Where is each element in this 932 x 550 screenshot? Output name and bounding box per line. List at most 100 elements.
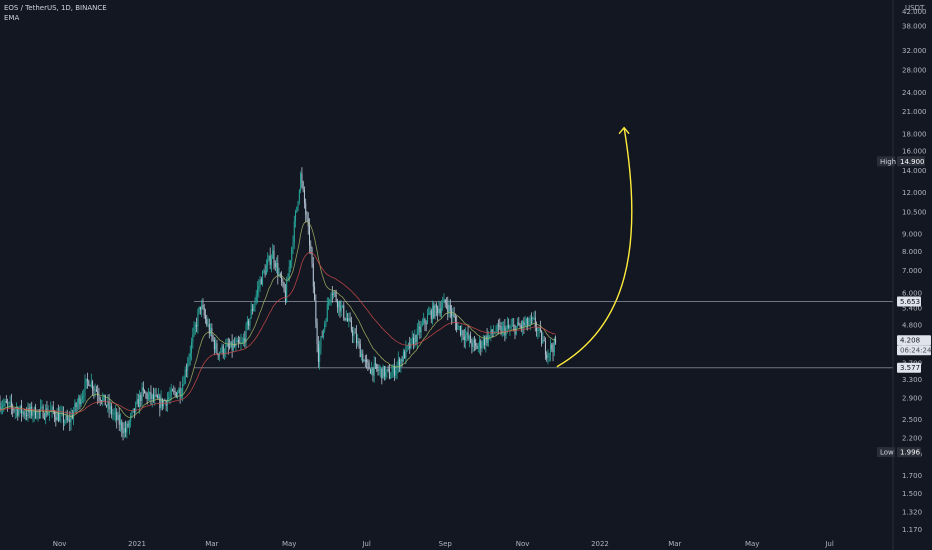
candle-body bbox=[22, 411, 24, 414]
candle-body bbox=[513, 325, 515, 326]
ema-long-line bbox=[0, 251, 556, 415]
candle-body bbox=[348, 318, 350, 321]
candle-body bbox=[236, 340, 238, 343]
candle-body bbox=[183, 383, 185, 385]
candle-body bbox=[270, 258, 272, 265]
price-tick-label: 8.000 bbox=[902, 248, 922, 256]
candle-body bbox=[177, 393, 179, 398]
candle-body bbox=[75, 403, 77, 407]
candle-body bbox=[130, 415, 132, 422]
candle-body bbox=[300, 173, 302, 191]
candle-body bbox=[220, 351, 222, 353]
high-label-bg bbox=[877, 156, 895, 167]
candle-body bbox=[17, 408, 19, 416]
candle-body bbox=[283, 282, 285, 292]
ema-short-line bbox=[0, 221, 556, 418]
candle-body bbox=[405, 346, 407, 359]
price-tick-label: 7.000 bbox=[902, 267, 922, 275]
candle-body bbox=[274, 262, 276, 268]
candle-body bbox=[411, 337, 413, 339]
candle-body bbox=[454, 316, 456, 322]
candle-body bbox=[494, 332, 496, 334]
price-tick-label: 42.000 bbox=[902, 8, 927, 16]
candle-body bbox=[45, 408, 47, 419]
candle-body bbox=[217, 353, 219, 356]
candle-body bbox=[349, 318, 351, 321]
candle-body bbox=[530, 318, 532, 320]
candle-body bbox=[136, 399, 138, 403]
candle-body bbox=[312, 263, 314, 287]
candle-body bbox=[338, 301, 340, 308]
candle-body bbox=[452, 314, 454, 317]
candle-body bbox=[426, 315, 428, 324]
candle-body bbox=[543, 340, 545, 342]
candle-body bbox=[27, 407, 29, 417]
candle-body bbox=[279, 273, 281, 275]
candle-body bbox=[262, 271, 264, 285]
candle-body bbox=[26, 414, 28, 417]
candle-body bbox=[362, 353, 364, 362]
candle-body bbox=[326, 304, 328, 322]
candle-body bbox=[329, 299, 331, 303]
time-tick-label: Sep bbox=[439, 540, 453, 548]
candle-body bbox=[373, 363, 375, 376]
candle-body bbox=[264, 270, 266, 275]
candle-body bbox=[152, 394, 154, 400]
arrow-curve bbox=[556, 127, 633, 368]
candle-body bbox=[221, 345, 223, 352]
candle-body bbox=[24, 414, 26, 416]
candle-body bbox=[185, 369, 187, 371]
candle-body bbox=[423, 318, 425, 324]
price-axis[interactable]: 1.1701.3201.5001.7001.9602.2002.5002.900… bbox=[902, 8, 927, 534]
candle-body bbox=[179, 388, 181, 396]
candle-body bbox=[241, 342, 243, 343]
candle-body bbox=[107, 401, 109, 406]
candle-body bbox=[439, 308, 441, 314]
level-badge-text: 3.577 bbox=[900, 364, 920, 372]
current-price-badge-text: 4.208 bbox=[900, 337, 920, 345]
candle-body bbox=[352, 330, 354, 336]
candle-body bbox=[123, 428, 125, 434]
candle-body bbox=[461, 330, 463, 336]
candle-body bbox=[42, 406, 44, 419]
candle-body bbox=[492, 333, 494, 334]
low-value-badge-bg bbox=[897, 447, 921, 458]
candle-body bbox=[306, 214, 308, 219]
candle-body bbox=[380, 368, 382, 370]
candle-body bbox=[197, 312, 199, 327]
candle-body bbox=[150, 391, 152, 400]
candle-body bbox=[131, 411, 133, 416]
candle-body bbox=[203, 307, 205, 316]
symbol-title[interactable]: EOS / TetherUS, 1D, BINANCE bbox=[4, 4, 107, 12]
candle-body bbox=[527, 318, 529, 326]
candle-body bbox=[97, 391, 99, 396]
candle-body bbox=[339, 301, 341, 312]
candle-body bbox=[517, 322, 519, 327]
candle-body bbox=[117, 414, 119, 420]
candle-body bbox=[225, 345, 227, 354]
candle-body bbox=[504, 326, 506, 336]
candle-body bbox=[286, 281, 288, 302]
candle-body bbox=[62, 412, 64, 423]
candle-body bbox=[159, 396, 161, 409]
candle-body bbox=[529, 318, 531, 324]
time-axis[interactable]: Nov 2021 Mar May Jul Sep Nov 2022 Mar May Jul bbox=[53, 540, 834, 548]
time-tick-label: Nov bbox=[516, 540, 530, 548]
candle-body bbox=[368, 362, 370, 370]
candle-body bbox=[263, 270, 265, 272]
candle-body bbox=[443, 299, 445, 303]
candle-body bbox=[269, 255, 271, 265]
candle-body bbox=[500, 326, 502, 334]
candle-body bbox=[418, 326, 420, 329]
price-tick-label: 3.300 bbox=[902, 376, 922, 384]
price-tick-label: 5.400 bbox=[902, 305, 922, 313]
candle-body bbox=[481, 345, 483, 349]
candle-body bbox=[465, 335, 467, 341]
horizontal-levels bbox=[194, 300, 893, 369]
candle-body bbox=[102, 397, 104, 402]
candle-body bbox=[317, 344, 319, 362]
candle-body bbox=[21, 405, 23, 414]
indicator-label[interactable]: EMA bbox=[4, 14, 20, 22]
time-tick-label: 2022 bbox=[591, 540, 609, 548]
